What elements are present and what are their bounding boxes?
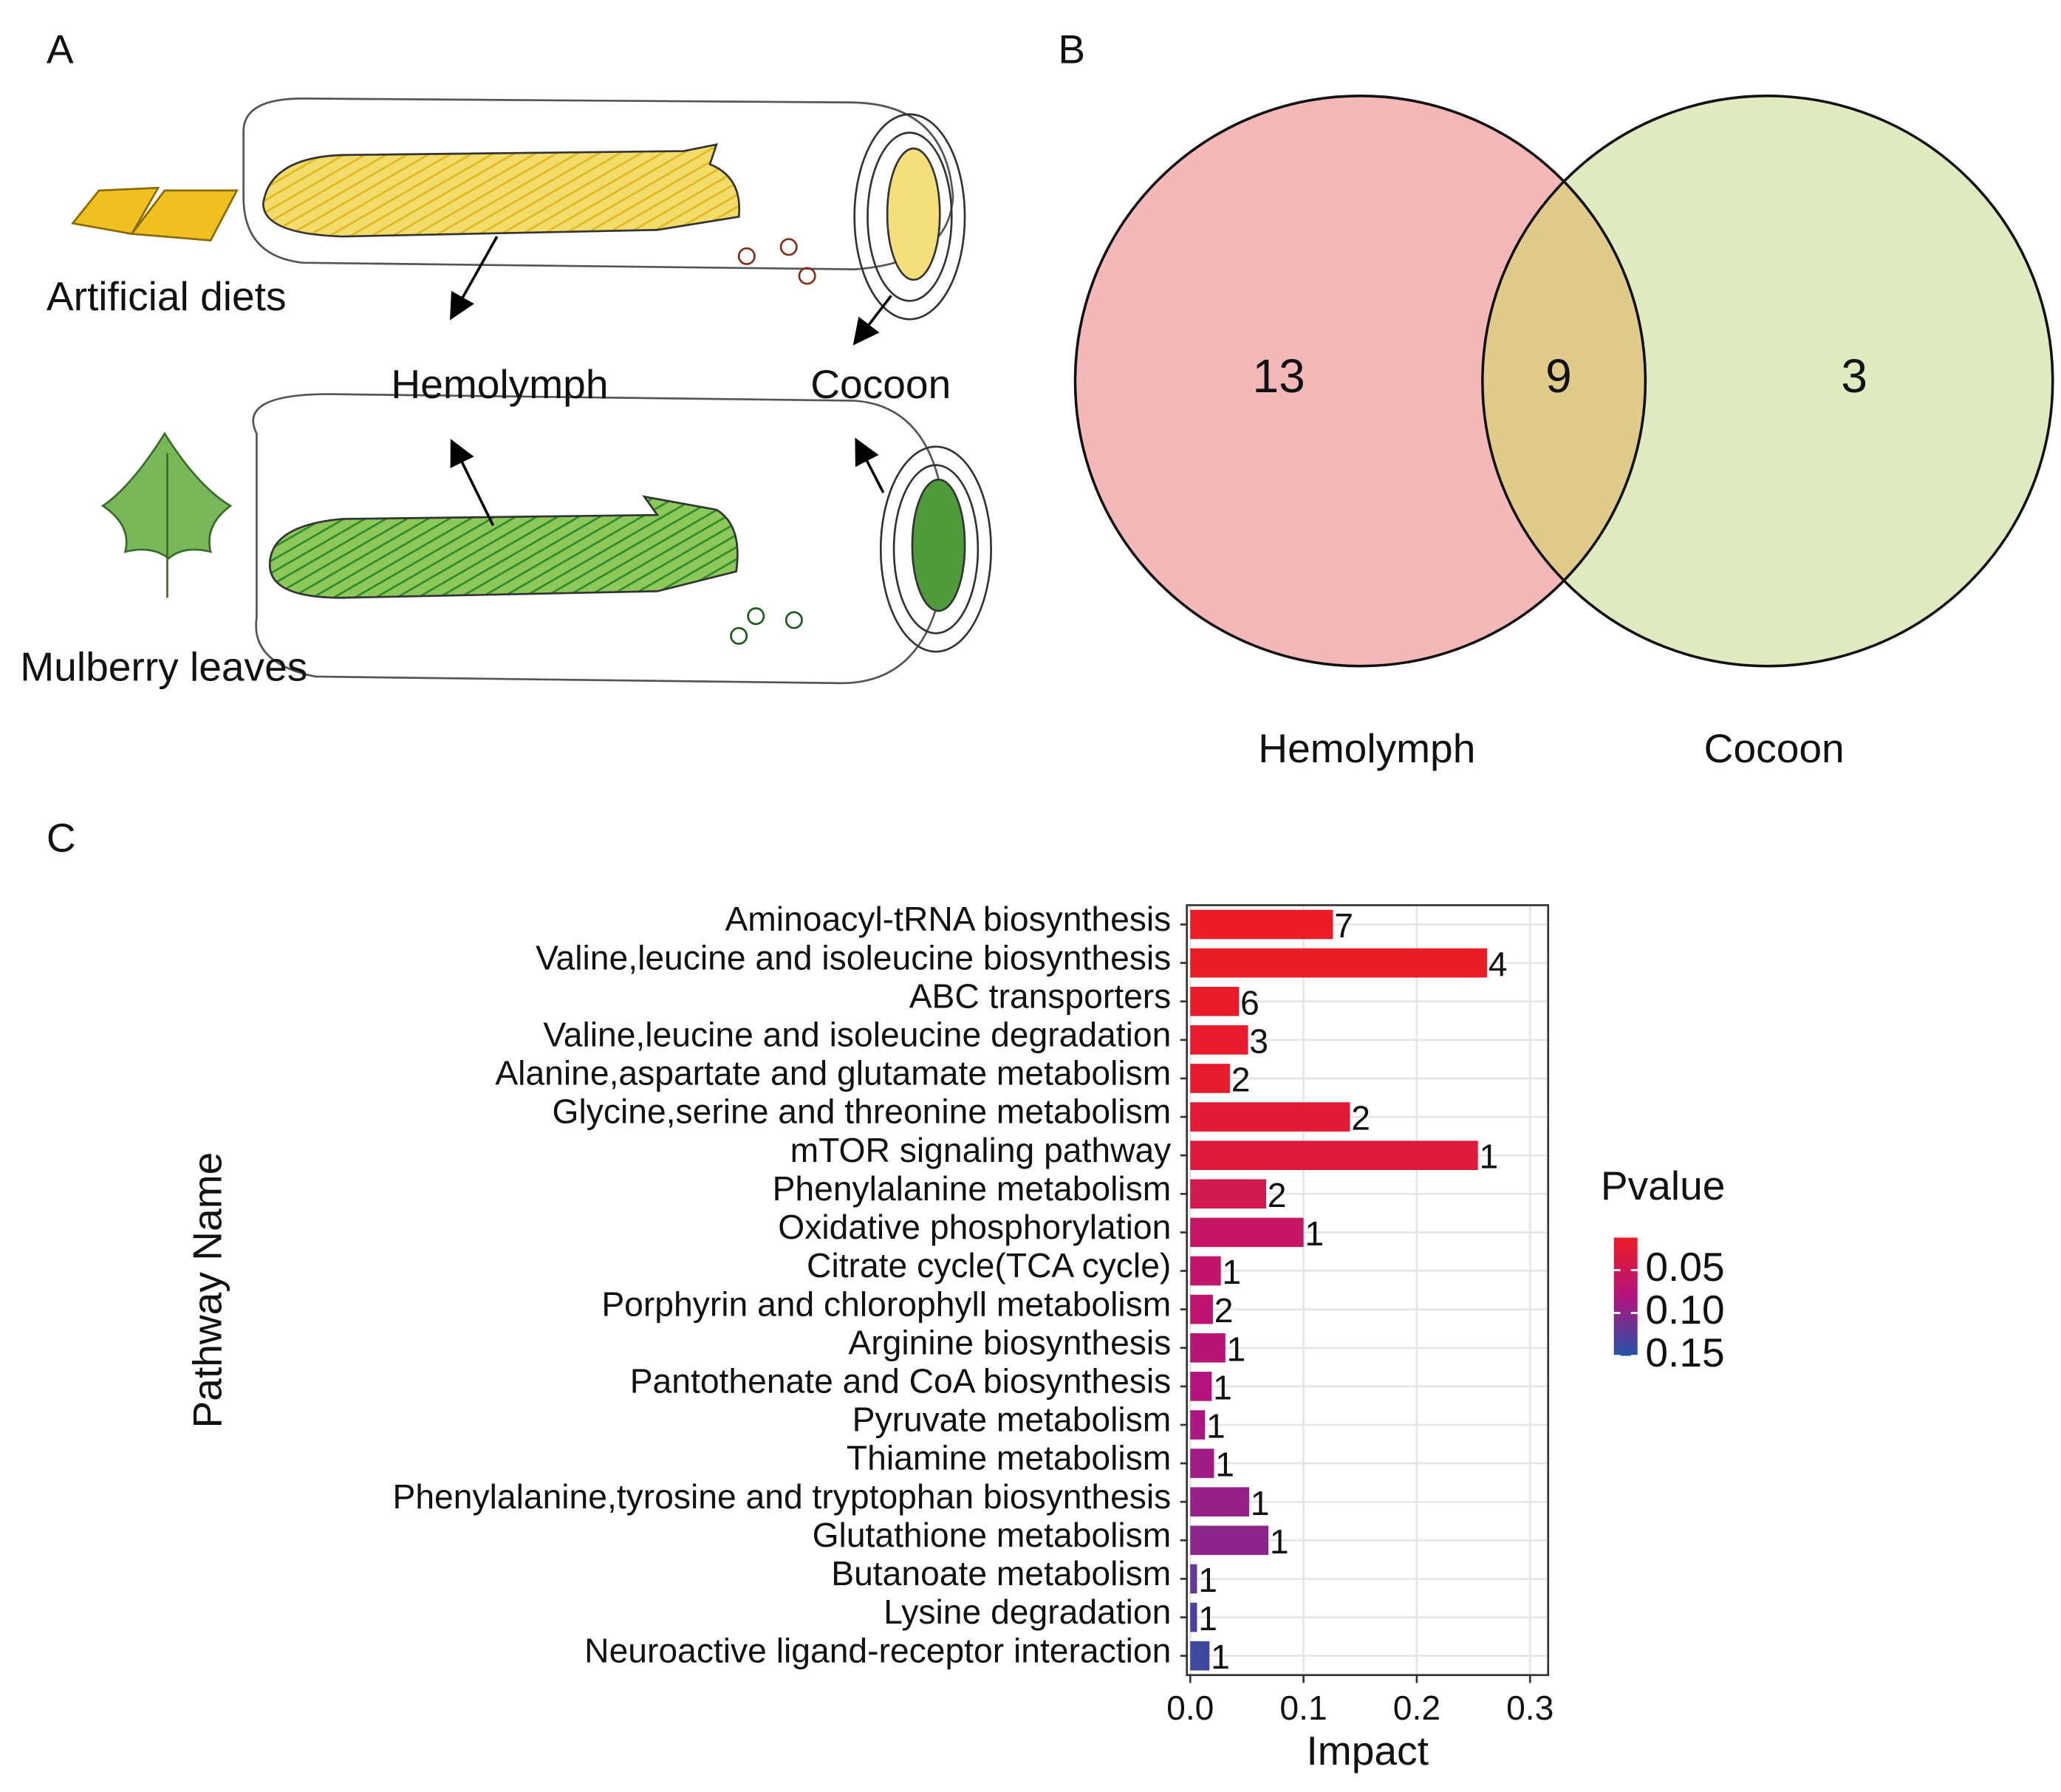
bar <box>1190 1641 1210 1671</box>
set-label: Hemolymph <box>1258 725 1475 771</box>
hit-label: 7 <box>1334 906 1353 945</box>
plot-border <box>1186 904 1550 1677</box>
y-tick-label: Phenylalanine metabolism <box>773 1169 1172 1208</box>
y-tick-label: Alanine,aspartate and glutamate metaboli… <box>495 1054 1171 1092</box>
y-tick-label: Phenylalanine,tyrosine and tryptophan bi… <box>393 1477 1172 1516</box>
hit-label: 1 <box>1222 1253 1241 1291</box>
hit-label: 1 <box>1215 1446 1234 1484</box>
hit-label: 1 <box>1211 1638 1230 1676</box>
bar <box>1190 909 1333 940</box>
x-tick-label: 0.2 <box>1393 1689 1440 1727</box>
bar <box>1190 948 1487 978</box>
region-count: 13 <box>1253 349 1305 403</box>
bar <box>1190 1102 1350 1132</box>
colorbar-label: 0.05 <box>1645 1244 1724 1290</box>
hit-label: 2 <box>1214 1291 1234 1330</box>
y-tick-label: ABC transporters <box>909 977 1172 1015</box>
bar <box>1190 986 1240 1016</box>
region-count: 9 <box>1545 349 1572 403</box>
set-circle <box>1482 95 2053 666</box>
hit-label: 2 <box>1351 1099 1370 1138</box>
set-outline <box>1481 95 2054 668</box>
hit-label: 1 <box>1251 1484 1270 1522</box>
hit-label: 4 <box>1488 945 1508 983</box>
x-tick-label: 0.0 <box>1166 1689 1214 1727</box>
hit-label: 1 <box>1305 1214 1324 1253</box>
y-tick-label: Valine,leucine and isoleucine degradatio… <box>543 1016 1171 1054</box>
hit-label: 2 <box>1268 1176 1287 1214</box>
y-tick-label: mTOR signaling pathway <box>790 1131 1172 1169</box>
y-tick-label: Butanoate metabolism <box>831 1554 1171 1593</box>
colorbar-label: 0.15 <box>1645 1330 1724 1375</box>
legend-title: Pvalue <box>1601 1163 1726 1208</box>
hit-label: 1 <box>1198 1599 1217 1638</box>
bar <box>1190 1179 1266 1209</box>
y-tick-label: Neuroactive ligand-receptor interaction <box>584 1631 1171 1669</box>
y-tick-label: Thiamine metabolism <box>847 1439 1171 1477</box>
y-axis-title: Pathway Name <box>185 1152 230 1429</box>
hit-label: 3 <box>1249 1022 1268 1060</box>
bar <box>1190 1217 1304 1248</box>
bar <box>1190 1294 1213 1324</box>
y-tick-label: Aminoacyl-tRNA biosynthesis <box>725 900 1171 938</box>
set-outline <box>1073 95 1647 668</box>
panel-label: A <box>47 27 74 72</box>
bar <box>1190 1140 1478 1170</box>
bar <box>1190 1602 1197 1632</box>
illustration-label: Mulberry leaves <box>20 644 307 690</box>
hit-label: 1 <box>1198 1561 1217 1599</box>
illustration <box>70 98 992 685</box>
bar <box>1190 1064 1230 1093</box>
hit-label: 6 <box>1240 983 1260 1022</box>
bar <box>1190 1564 1197 1594</box>
hit-label: 1 <box>1270 1522 1289 1561</box>
set-circle <box>1075 95 1646 666</box>
x-tick-label: 0.3 <box>1506 1689 1554 1727</box>
y-tick-label: Citrate cycle(TCA cycle) <box>807 1246 1171 1285</box>
x-tick-label: 0.1 <box>1279 1689 1327 1727</box>
bar <box>1190 1372 1212 1401</box>
hit-label: 1 <box>1479 1138 1498 1176</box>
bar <box>1190 1025 1248 1055</box>
y-tick-label: Lysine degradation <box>883 1593 1171 1631</box>
y-tick-label: Porphyrin and chlorophyll metabolism <box>601 1285 1171 1323</box>
y-tick-label: Pantothenate and CoA biosynthesis <box>630 1362 1172 1401</box>
bar <box>1190 1410 1206 1440</box>
y-tick-label: Valine,leucine and isoleucine biosynthes… <box>536 938 1171 977</box>
illustration-label: Hemolymph <box>391 361 608 407</box>
bar <box>1190 1333 1226 1363</box>
illustration-label: Artificial diets <box>47 273 287 319</box>
hit-label: 2 <box>1231 1061 1251 1099</box>
bar <box>1190 1525 1269 1556</box>
illustration-label: Cocoon <box>810 361 951 407</box>
hit-label: 1 <box>1213 1368 1232 1406</box>
region-count: 3 <box>1841 349 1867 403</box>
y-tick-label: Oxidative phosphorylation <box>778 1208 1171 1246</box>
y-tick-label: Pyruvate metabolism <box>852 1401 1172 1439</box>
hit-label: 1 <box>1227 1330 1246 1368</box>
set-label: Cocoon <box>1704 725 1845 771</box>
panel-label: B <box>1058 27 1085 72</box>
colorbar <box>1613 1237 1638 1356</box>
colorbar-label: 0.10 <box>1645 1287 1724 1333</box>
bar <box>1190 1487 1249 1517</box>
panel-label: C <box>47 815 76 861</box>
bar <box>1190 1256 1221 1286</box>
y-tick-label: Arginine biosynthesis <box>848 1323 1171 1361</box>
bar <box>1190 1449 1214 1478</box>
x-axis-title: Impact <box>1306 1728 1428 1774</box>
hit-label: 1 <box>1206 1407 1226 1446</box>
y-tick-label: Glutathione metabolism <box>813 1516 1172 1554</box>
y-tick-label: Glycine,serine and threonine metabolism <box>553 1092 1172 1131</box>
